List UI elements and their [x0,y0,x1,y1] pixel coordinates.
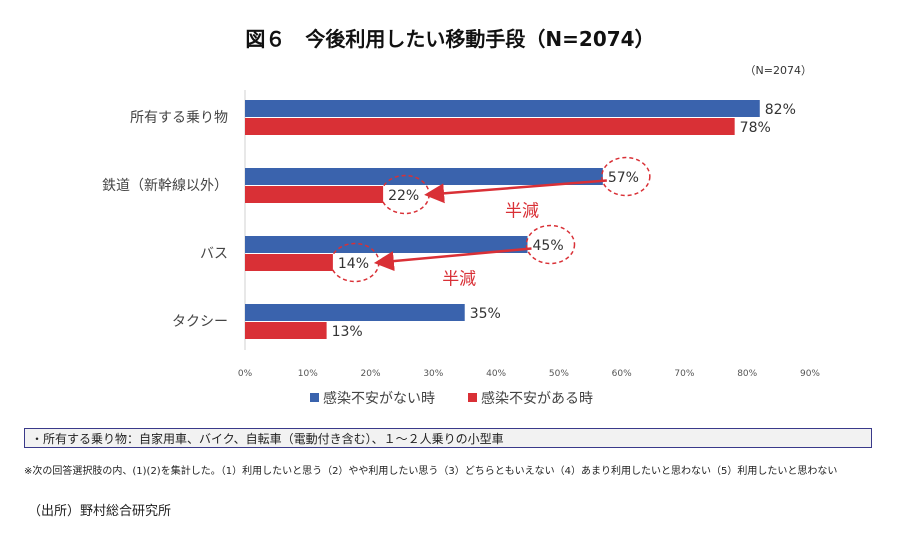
highlight-circle [601,156,651,197]
legend-swatch [468,393,477,402]
category-label: 所有する乗り物 [130,110,228,126]
x-tick-label: 80% [737,369,757,379]
data-label: 14% [338,256,369,272]
x-tick-label: 40% [486,369,506,379]
legend-label: 感染不安がない時 [323,390,435,407]
bar-no-anxiety [245,304,465,321]
data-label: 82% [765,102,796,118]
legend-label: 感染不安がある時 [481,390,593,407]
legend-swatch [310,393,319,402]
note-box: ・所有する乗り物：自家用車、バイク、自転車（電動付き含む）、１～２人乗りの小型車 [24,428,872,448]
category-label: バス [200,246,228,262]
category-label: 鉄道（新幹線以外） [102,177,228,194]
bar-with-anxiety [245,118,735,135]
source: （出所）野村総合研究所 [28,504,172,519]
arrow [424,179,607,204]
chart-title: 図６ 今後利用したい移動手段（N=2074） [245,27,654,51]
x-tick-label: 90% [800,369,820,379]
data-label: 35% [470,306,501,322]
bar-with-anxiety [245,186,384,203]
bar-no-anxiety [245,236,528,253]
x-tick-label: 10% [298,369,318,379]
data-label: 57% [608,170,639,186]
annotation-label: 半減 [505,202,539,222]
category-label: タクシー [172,314,228,330]
x-tick-label: 30% [423,369,443,379]
data-label: 78% [740,120,771,136]
x-tick-label: 0% [238,369,253,379]
highlight-circle [525,224,576,265]
bar-no-anxiety [245,168,603,185]
data-label: 13% [332,324,363,340]
x-tick-label: 50% [549,369,569,379]
chart-subtitle: （N=2074） [745,64,812,77]
bar-no-anxiety [245,100,760,117]
bar-with-anxiety [245,322,327,339]
data-label: 22% [388,188,419,204]
x-tick-label: 70% [674,369,694,379]
x-tick-label: 20% [361,369,381,379]
arrow [373,247,532,272]
x-tick-label: 60% [612,369,632,379]
annotation-label: 半減 [442,270,476,290]
data-label: 45% [533,238,564,254]
footnote: ※次の回答選択肢の内、(1)(2)を集計した。（1）利用したいと思う（2）やや利… [24,466,838,477]
bar-with-anxiety [245,254,333,271]
